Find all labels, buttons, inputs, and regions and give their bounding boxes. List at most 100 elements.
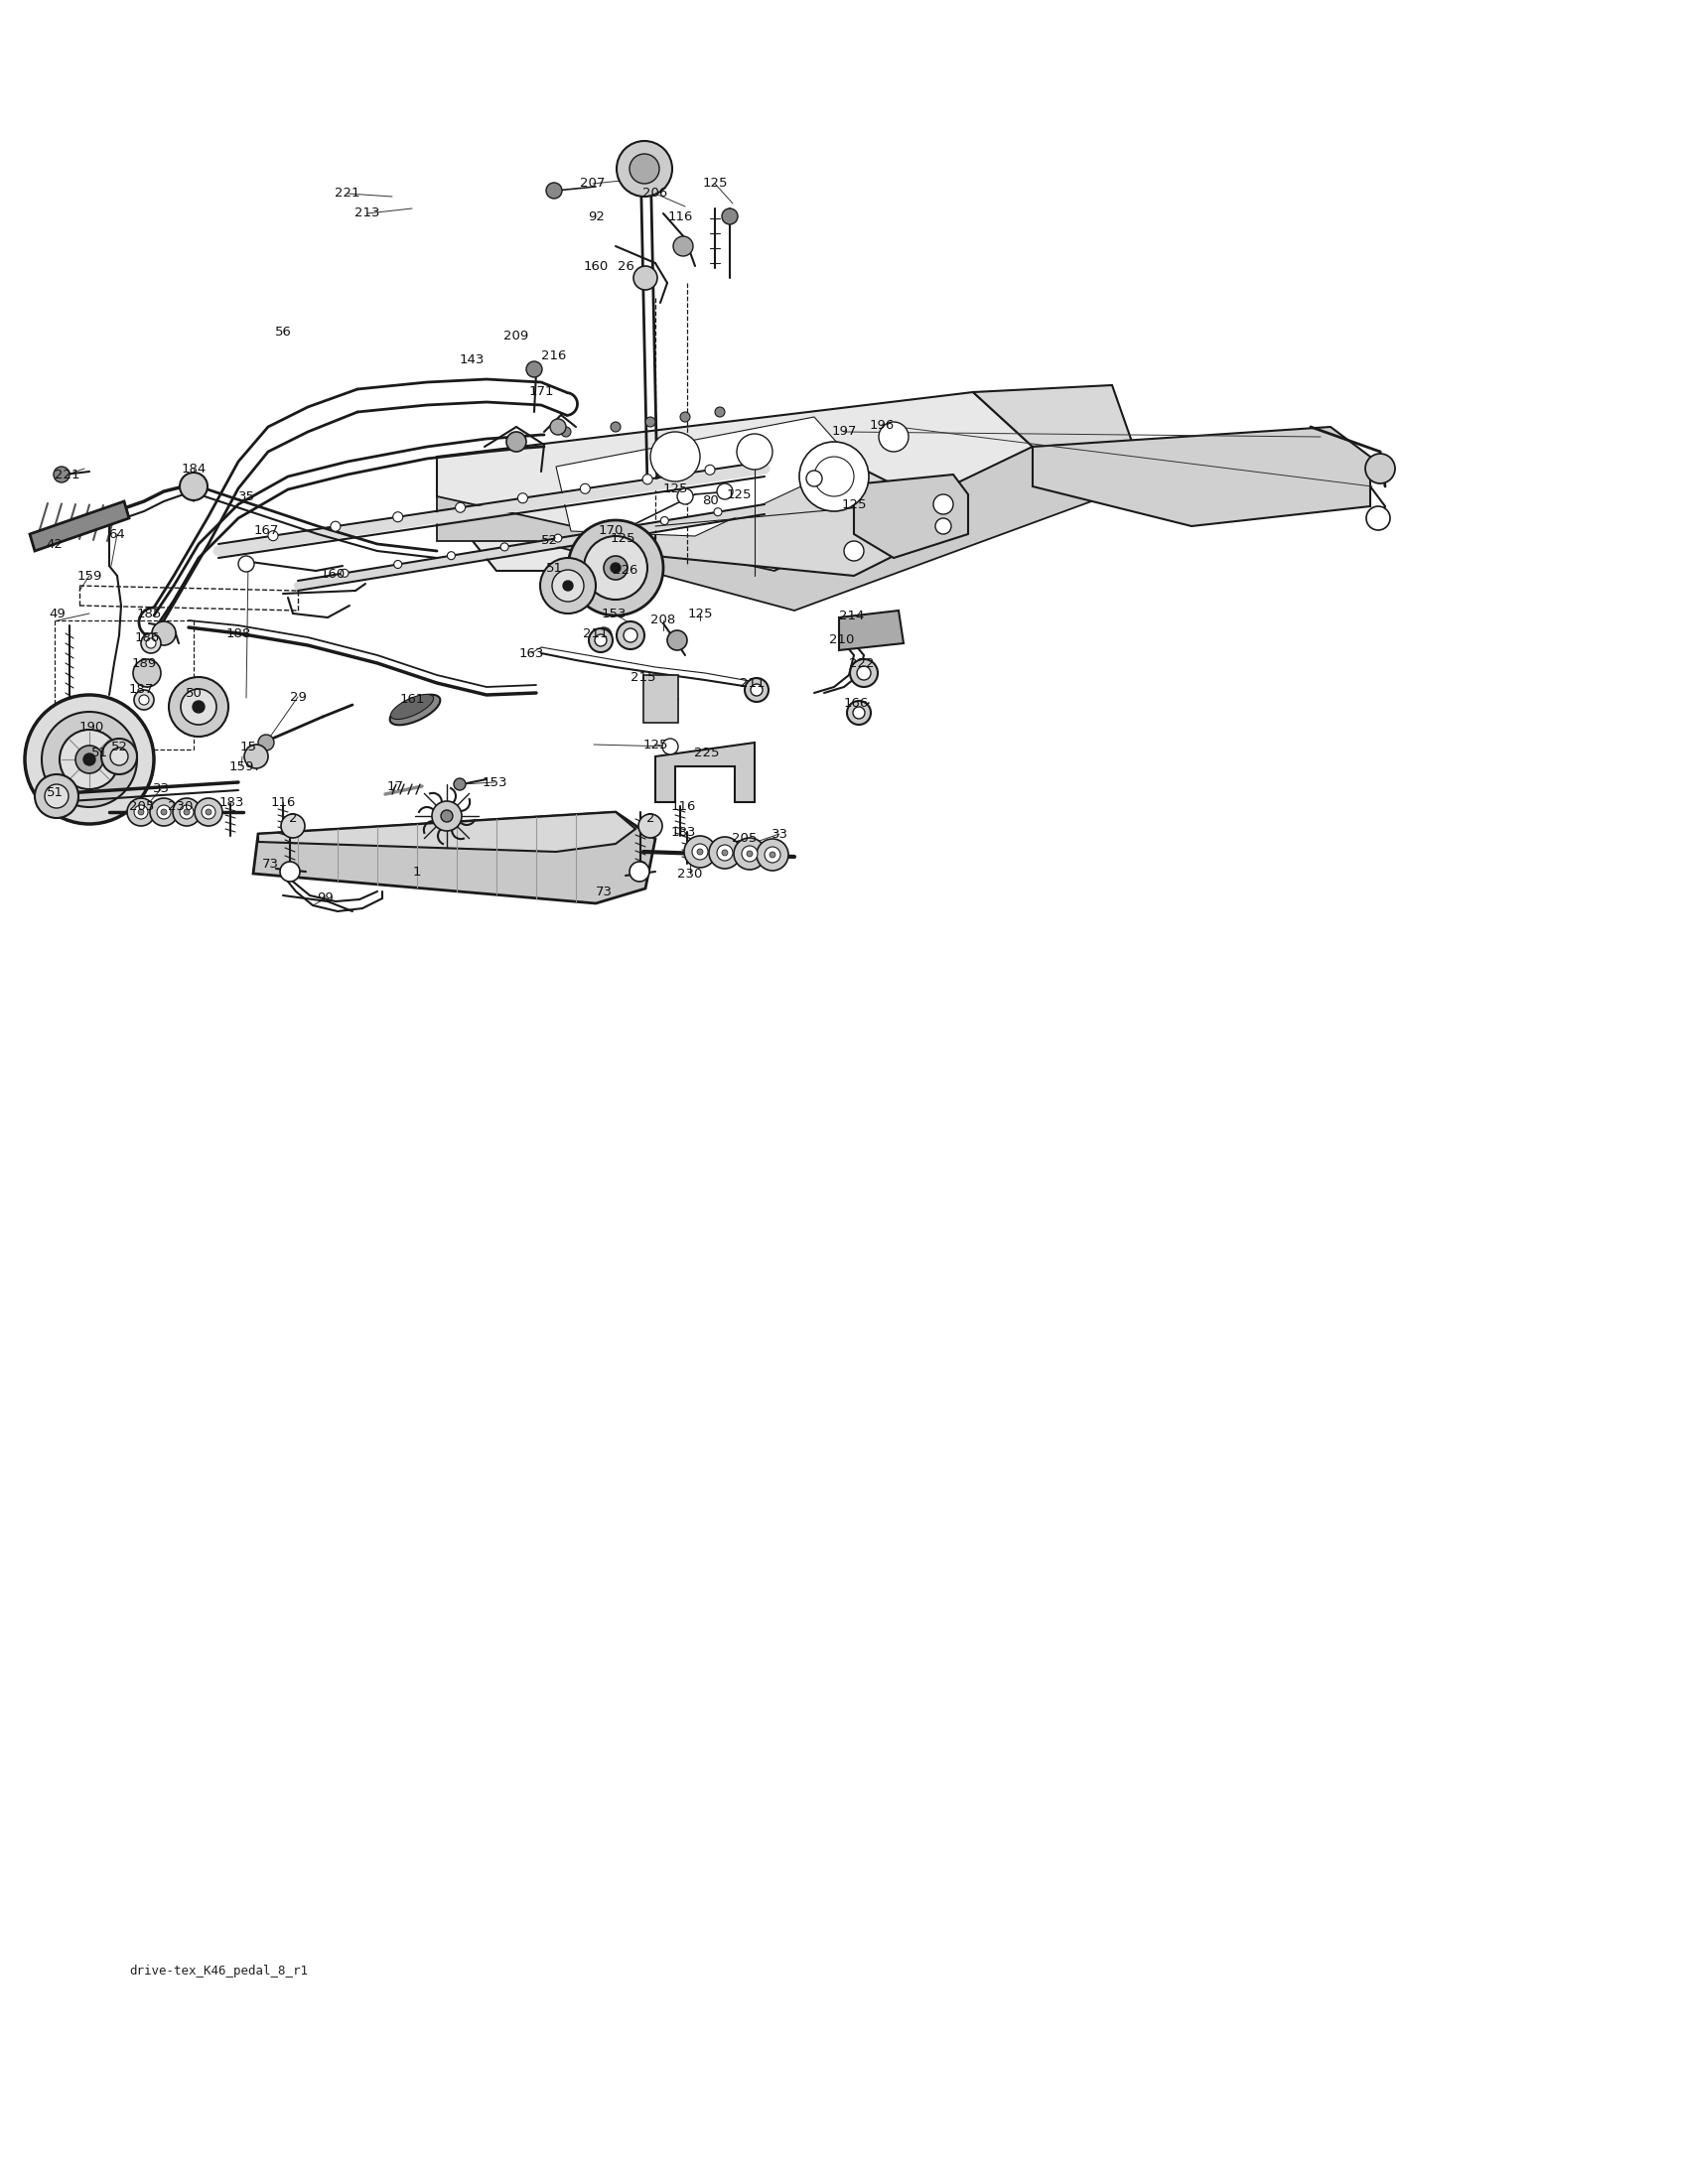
Text: 52: 52 (111, 740, 128, 753)
Circle shape (152, 622, 175, 644)
Circle shape (717, 845, 733, 860)
Circle shape (517, 494, 527, 502)
Polygon shape (258, 812, 635, 852)
Circle shape (616, 142, 672, 197)
Text: 125: 125 (842, 498, 867, 511)
Circle shape (623, 629, 638, 642)
Text: 125: 125 (687, 607, 712, 620)
Text: 80: 80 (702, 496, 719, 509)
Circle shape (744, 677, 768, 701)
Text: 2: 2 (647, 812, 655, 826)
Circle shape (392, 511, 402, 522)
Circle shape (709, 836, 741, 869)
Circle shape (180, 806, 194, 819)
Circle shape (76, 745, 103, 773)
Circle shape (568, 520, 663, 616)
Circle shape (195, 797, 222, 826)
Text: 230: 230 (168, 799, 194, 812)
Circle shape (180, 472, 207, 500)
Circle shape (441, 810, 453, 821)
Circle shape (453, 778, 466, 791)
Text: 2: 2 (288, 812, 296, 826)
Circle shape (813, 456, 854, 496)
Text: 211: 211 (739, 677, 765, 690)
Text: drive-tex_K46_pedal_8_r1: drive-tex_K46_pedal_8_r1 (130, 1963, 308, 1977)
Text: 208: 208 (650, 614, 675, 627)
Circle shape (541, 557, 596, 614)
Text: 185: 185 (136, 607, 162, 620)
Text: 64: 64 (109, 529, 126, 542)
Polygon shape (253, 812, 655, 904)
Text: 166: 166 (844, 697, 869, 710)
Polygon shape (1032, 426, 1371, 526)
Text: 206: 206 (643, 188, 669, 201)
Circle shape (239, 557, 254, 572)
Circle shape (738, 435, 773, 470)
Text: 207: 207 (581, 177, 605, 190)
Text: 216: 216 (542, 349, 566, 363)
Circle shape (42, 712, 136, 808)
Circle shape (667, 631, 687, 651)
Circle shape (138, 808, 143, 815)
Circle shape (173, 797, 200, 826)
Circle shape (800, 441, 869, 511)
Circle shape (135, 806, 148, 819)
Circle shape (584, 535, 647, 601)
Circle shape (258, 734, 274, 751)
Text: 183: 183 (670, 826, 695, 839)
Circle shape (677, 489, 694, 505)
Circle shape (84, 753, 96, 764)
Circle shape (500, 544, 509, 550)
Circle shape (650, 432, 701, 480)
Text: 51: 51 (91, 747, 108, 760)
Text: 73: 73 (594, 885, 613, 898)
Circle shape (662, 738, 679, 753)
Text: 215: 215 (632, 670, 657, 684)
Text: 163: 163 (519, 646, 544, 660)
Text: 29: 29 (290, 690, 306, 703)
Text: 143: 143 (460, 354, 485, 365)
Circle shape (140, 695, 148, 705)
Circle shape (101, 738, 136, 775)
Circle shape (562, 581, 573, 590)
Circle shape (133, 660, 162, 688)
Circle shape (59, 729, 120, 788)
Circle shape (734, 839, 766, 869)
Circle shape (109, 747, 128, 764)
Text: 160: 160 (583, 260, 608, 273)
Circle shape (643, 474, 652, 485)
Text: 153: 153 (482, 775, 507, 788)
Text: 187: 187 (128, 681, 153, 695)
Text: 125: 125 (662, 483, 687, 496)
Circle shape (180, 688, 217, 725)
Circle shape (847, 701, 871, 725)
Text: 161: 161 (399, 695, 424, 705)
Circle shape (714, 509, 722, 515)
Text: 99: 99 (317, 891, 333, 904)
Circle shape (281, 815, 305, 839)
Circle shape (448, 553, 455, 559)
Text: 116: 116 (271, 795, 296, 808)
Bar (643, 675, 679, 723)
Text: 170: 170 (598, 524, 623, 537)
Text: 15: 15 (239, 740, 256, 753)
Circle shape (722, 207, 738, 225)
Circle shape (202, 806, 216, 819)
Text: 73: 73 (261, 856, 278, 869)
Text: 52: 52 (541, 535, 557, 548)
Polygon shape (556, 417, 854, 535)
Text: 153: 153 (601, 607, 626, 620)
Circle shape (633, 266, 657, 290)
Text: 125: 125 (610, 531, 635, 544)
Ellipse shape (391, 695, 433, 719)
Circle shape (268, 531, 278, 542)
Text: 189: 189 (131, 657, 157, 670)
Circle shape (844, 542, 864, 561)
Circle shape (168, 677, 229, 736)
Circle shape (857, 666, 871, 679)
Circle shape (608, 526, 615, 533)
Circle shape (697, 850, 702, 854)
Text: 221: 221 (56, 467, 81, 480)
Circle shape (852, 708, 866, 719)
Circle shape (600, 640, 608, 646)
